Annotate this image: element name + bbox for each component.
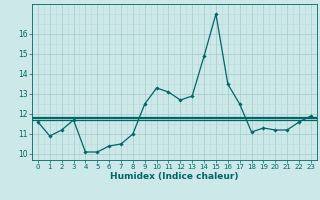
X-axis label: Humidex (Indice chaleur): Humidex (Indice chaleur) xyxy=(110,172,239,181)
